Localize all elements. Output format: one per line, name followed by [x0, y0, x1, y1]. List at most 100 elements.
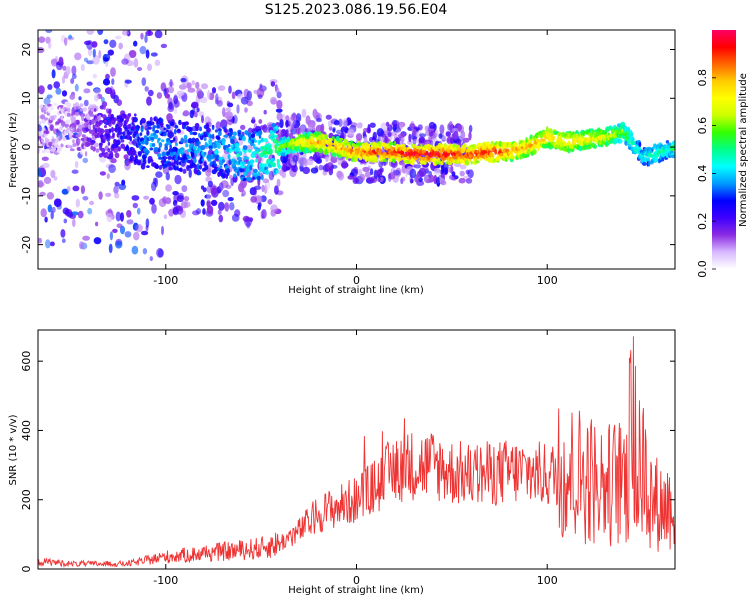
- heatmap-cell: [86, 81, 93, 86]
- heatmap-cell: [306, 158, 314, 166]
- heatmap-cell: [222, 107, 226, 117]
- heatmap-cell: [194, 164, 198, 170]
- heatmap-cell: [108, 108, 112, 114]
- heatmap-cell: [53, 198, 62, 207]
- heatmap-cell: [318, 147, 323, 154]
- heatmap-cell: [109, 39, 117, 48]
- heatmap-cell: [242, 135, 246, 142]
- heatmap-cell: [358, 169, 363, 177]
- heatmap-cell: [77, 124, 83, 129]
- heatmap-x-tick-label: 0: [353, 274, 360, 287]
- heatmap-cell: [110, 67, 116, 77]
- heatmap-cell: [382, 158, 387, 163]
- heatmap-cell: [275, 108, 283, 113]
- heatmap-cell: [132, 116, 138, 123]
- heatmap-cell: [253, 185, 262, 190]
- heatmap-cell: [400, 176, 406, 182]
- heatmap-cell: [593, 144, 597, 150]
- heatmap-cell: [211, 87, 217, 94]
- heatmap-cell: [393, 141, 397, 146]
- heatmap-cell: [65, 66, 71, 75]
- heatmap-cell: [133, 231, 140, 241]
- heatmap-cell: [281, 114, 286, 121]
- heatmap-y-tick-label: 20: [20, 43, 33, 57]
- heatmap-cell: [114, 181, 120, 187]
- heatmap-cell: [111, 121, 116, 125]
- heatmap-cell: [152, 125, 157, 129]
- heatmap-cell: [292, 154, 298, 164]
- heatmap-cell: [626, 126, 631, 132]
- heatmap-cell: [142, 158, 147, 165]
- heatmap-cell: [66, 186, 71, 192]
- heatmap-cell: [121, 58, 129, 65]
- heatmap-cell: [83, 57, 89, 62]
- heatmap-cell: [249, 159, 255, 164]
- heatmap-cell: [60, 120, 66, 127]
- heatmap-cell: [271, 162, 276, 167]
- heatmap-cell: [149, 147, 154, 151]
- heatmap-cell: [486, 154, 490, 158]
- heatmap-cell: [127, 113, 132, 117]
- heatmap-cell: [389, 142, 394, 146]
- heatmap-cell: [164, 146, 169, 151]
- heatmap-cell: [140, 32, 144, 40]
- heatmap-cell: [142, 248, 148, 255]
- heatmap-cell: [211, 133, 215, 140]
- heatmap-cell: [60, 143, 64, 148]
- heatmap-cell: [399, 122, 404, 130]
- heatmap-cell: [661, 157, 665, 162]
- heatmap-cell: [86, 60, 95, 65]
- heatmap-cell: [330, 164, 338, 169]
- snr-y-ticks: 0 200 400 600: [20, 351, 675, 573]
- heatmap-cell: [155, 129, 159, 134]
- heatmap-cell: [132, 124, 136, 131]
- heatmap-cell: [187, 87, 196, 93]
- heatmap-cell: [49, 241, 55, 247]
- heatmap-cell: [671, 140, 675, 146]
- heatmap-cell: [219, 165, 223, 169]
- heatmap-cell: [166, 113, 173, 122]
- heatmap-cell: [205, 122, 210, 129]
- heatmap-cell: [157, 248, 164, 258]
- heatmap-cell: [52, 102, 58, 107]
- heatmap-cell: [220, 119, 228, 129]
- heatmap-cell: [376, 169, 381, 177]
- heatmap-cell: [412, 139, 419, 144]
- heatmap-cell: [72, 185, 80, 192]
- heatmap-cell: [101, 147, 106, 153]
- heatmap-cell: [227, 102, 234, 108]
- heatmap-cell: [84, 151, 88, 157]
- heatmap-cell: [131, 245, 139, 255]
- heatmap-cell: [625, 126, 628, 133]
- heatmap-cell: [78, 96, 82, 101]
- heatmap-cell: [118, 42, 123, 50]
- heatmap-cell: [270, 157, 275, 163]
- heatmap-cell: [61, 238, 66, 243]
- heatmap-cell: [98, 114, 102, 120]
- heatmap-cell: [140, 127, 144, 133]
- heatmap-cell: [179, 167, 183, 173]
- heatmap-cell: [199, 126, 202, 132]
- heatmap-cell: [189, 131, 193, 135]
- heatmap-cell: [54, 55, 58, 64]
- heatmap-cell: [320, 123, 325, 134]
- heatmap-cell: [225, 107, 232, 112]
- heatmap-cell: [574, 131, 580, 135]
- heatmap-cell: [156, 125, 161, 129]
- heatmap-cell: [218, 214, 224, 223]
- heatmap-cell: [653, 143, 657, 149]
- heatmap-cell: [262, 178, 270, 184]
- heatmap-cell: [159, 118, 164, 124]
- heatmap-cell: [158, 165, 163, 170]
- heatmap-cell: [80, 185, 85, 195]
- heatmap-cell: [41, 119, 46, 124]
- heatmap-cell: [262, 150, 267, 155]
- heatmap-cell: [192, 145, 197, 150]
- heatmap-cell: [92, 146, 96, 152]
- heatmap-cell: [378, 141, 382, 147]
- heatmap-cell: [60, 229, 66, 238]
- heatmap-cell: [80, 64, 85, 71]
- heatmap-cell: [175, 147, 178, 152]
- heatmap-cell: [468, 131, 472, 141]
- heatmap-cell: [218, 128, 222, 132]
